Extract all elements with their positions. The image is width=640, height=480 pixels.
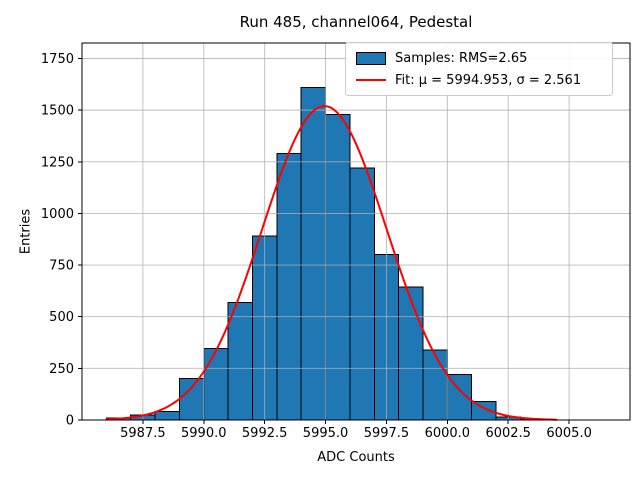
y-tick-label: 1000 — [41, 207, 74, 222]
tick-labels: 5987.5 5990.0 5992.5 5995.0 5997.5 6000.0 6002… — [41, 52, 592, 441]
x-tick-label: 5990.0 — [181, 426, 227, 441]
histogram-bar — [398, 286, 424, 421]
histogram-bar — [349, 167, 375, 421]
legend-entry-samples: Samples: RMS=2.65 — [356, 50, 612, 67]
y-tick-label: 1750 — [41, 52, 74, 67]
y-axis-label: Entries — [18, 208, 34, 255]
y-tick-label: 0 — [66, 414, 74, 429]
x-tick-label: 5997.5 — [364, 426, 410, 441]
histogram-bar — [178, 378, 205, 421]
legend-box: Samples: RMS=2.65 Fit: μ = 5994.953, σ =… — [345, 42, 613, 96]
y-tick-label: 1250 — [41, 155, 74, 170]
x-tick-label: 5992.5 — [242, 426, 288, 441]
fit-curve-group — [105, 105, 558, 421]
legend-samples-swatch — [356, 51, 386, 65]
x-tick-label: 6000.0 — [425, 426, 471, 441]
y-tick-label: 250 — [49, 362, 74, 377]
y-tick-label: 500 — [49, 310, 74, 325]
x-tick-label: 6002.5 — [485, 426, 531, 441]
legend-fit-line-wrap — [356, 79, 386, 81]
y-tick-label: 750 — [49, 259, 74, 274]
histogram-bar — [325, 113, 351, 421]
tick-marks — [78, 57, 570, 424]
legend-fit-line — [356, 79, 386, 81]
histogram-bar — [154, 411, 181, 421]
legend-samples-label: Samples: RMS=2.65 — [395, 50, 528, 66]
legend-fit-label: Fit: μ = 5994.953, σ = 2.561 — [395, 72, 582, 88]
x-tick-label: 6005.0 — [546, 426, 592, 441]
chart-title: Run 485, channel064, Pedestal — [239, 13, 473, 31]
histogram-bar — [227, 301, 254, 421]
x-tick-label: 5995.0 — [303, 426, 349, 441]
x-axis-label: ADC Counts — [317, 450, 395, 465]
histogram-bar — [422, 349, 448, 421]
histogram-bar — [276, 153, 302, 421]
x-tick-label: 5987.5 — [120, 426, 166, 441]
histogram-bar — [446, 374, 473, 421]
histogram-bar — [300, 86, 327, 421]
y-tick-label: 1500 — [41, 104, 74, 119]
fit-curve — [105, 105, 558, 421]
histogram-bar — [203, 348, 229, 421]
legend-entry-fit: Fit: μ = 5994.953, σ = 2.561 — [356, 72, 612, 89]
